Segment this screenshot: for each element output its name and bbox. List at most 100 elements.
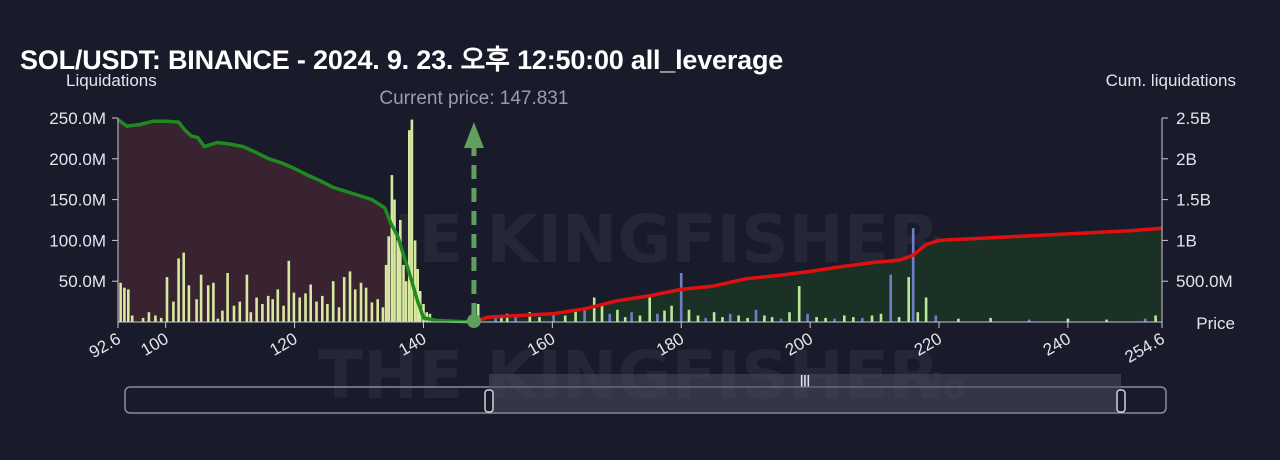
long-liquidation-bar bbox=[337, 307, 341, 322]
long-liquidation-bar bbox=[304, 293, 307, 322]
long-liquidation-bar bbox=[154, 315, 157, 322]
long-liquidation-bar bbox=[147, 312, 151, 322]
short-liquidation-bar bbox=[592, 297, 596, 322]
long-liquidation-bar bbox=[287, 260, 291, 322]
short-liquidation-bar bbox=[763, 315, 766, 322]
slider-left-handle[interactable] bbox=[484, 389, 494, 413]
long-liquidation-bar bbox=[390, 175, 394, 322]
short-liquidation-bar bbox=[663, 310, 666, 322]
long-liquidation-bar bbox=[331, 281, 335, 322]
short-cumulative-area bbox=[473, 228, 1162, 322]
short-liquidation-bar bbox=[514, 315, 517, 322]
y-left-tick-label: 250.0M bbox=[49, 109, 106, 128]
short-liquidation-bar bbox=[583, 307, 586, 322]
short-liquidation-bar bbox=[563, 315, 567, 322]
x-tick-label: 92.6 bbox=[86, 329, 124, 362]
long-liquidation-bar bbox=[226, 273, 229, 322]
short-liquidation-bar bbox=[721, 317, 724, 322]
short-liquidation-bar bbox=[754, 309, 758, 322]
long-liquidation-bar bbox=[216, 318, 220, 322]
short-liquidation-bar bbox=[889, 274, 892, 322]
short-liquidation-bar bbox=[630, 312, 633, 322]
short-liquidation-bar bbox=[528, 312, 532, 322]
short-liquidation-bar bbox=[638, 315, 642, 322]
x-tick-label: 100 bbox=[138, 329, 172, 360]
short-liquidation-bar bbox=[746, 317, 749, 322]
long-liquidation-bar bbox=[119, 282, 122, 322]
short-liquidation-bar bbox=[870, 315, 874, 322]
long-liquidation-bar bbox=[309, 284, 312, 322]
long-liquidation-bar bbox=[321, 295, 324, 322]
x-tick-label: 240 bbox=[1040, 329, 1074, 360]
y-left-tick-label: 150.0M bbox=[49, 191, 106, 210]
long-liquidation-bar bbox=[376, 299, 379, 322]
y-right-tick-label: 500.0M bbox=[1176, 272, 1233, 291]
long-liquidation-bar bbox=[404, 281, 408, 322]
current-price-marker[interactable]: Current price: 147.831 bbox=[379, 88, 568, 328]
long-liquidation-bar bbox=[342, 277, 346, 322]
short-liquidation-bar bbox=[728, 313, 732, 322]
long-liquidation-bar bbox=[232, 305, 236, 322]
long-liquidation-bar bbox=[399, 220, 402, 322]
chart-title: SOL/USDT: BINANCE - 2024. 9. 23. 오후 12:5… bbox=[20, 45, 784, 75]
short-liquidation-bar bbox=[712, 312, 716, 322]
long-liquidation-bar bbox=[410, 119, 414, 322]
short-liquidation-bar bbox=[911, 228, 915, 322]
long-liquidation-bar bbox=[387, 236, 390, 322]
slider-grip-icon[interactable]: ||| bbox=[800, 373, 810, 387]
long-cumulative-line bbox=[116, 118, 474, 324]
short-liquidation-bar bbox=[916, 312, 920, 322]
range-slider[interactable]: ||| bbox=[124, 373, 1167, 414]
long-liquidation-bar bbox=[282, 305, 285, 322]
long-liquidation-bar bbox=[298, 297, 301, 322]
long-liquidation-bar bbox=[249, 312, 253, 322]
slider-right-handle[interactable] bbox=[1116, 389, 1126, 413]
short-liquidation-bar bbox=[704, 317, 707, 322]
long-liquidation-bar bbox=[187, 285, 191, 322]
long-liquidation-bar bbox=[165, 277, 169, 322]
long-liquidation-bar bbox=[393, 199, 396, 322]
long-liquidation-bar bbox=[177, 258, 180, 322]
long-liquidation-bar bbox=[123, 287, 126, 322]
long-liquidation-bar bbox=[182, 252, 185, 322]
short-liquidation-bar bbox=[770, 317, 774, 322]
short-liquidation-bar bbox=[861, 317, 864, 322]
current-price-dot bbox=[466, 314, 481, 328]
long-liquidation-bar bbox=[364, 287, 368, 322]
long-liquidation-bar bbox=[221, 310, 224, 322]
short-liquidation-bar bbox=[907, 277, 910, 322]
short-liquidation-bar bbox=[670, 305, 673, 322]
short-liquidation-bar bbox=[788, 312, 791, 322]
y-axis-left-label: Liquidations bbox=[66, 71, 157, 90]
short-liquidation-bar bbox=[679, 273, 683, 322]
long-liquidation-bar bbox=[195, 299, 198, 322]
short-liquidation-bar bbox=[843, 315, 846, 322]
long-liquidation-bar bbox=[266, 295, 270, 322]
short-liquidation-bar bbox=[815, 317, 818, 322]
short-liquidation-bar bbox=[806, 313, 809, 322]
y-left-tick-label: 50.0M bbox=[59, 272, 106, 291]
short-liquidation-bar bbox=[989, 317, 992, 322]
long-liquidation-bar bbox=[172, 301, 175, 322]
x-axis-label: Price bbox=[1196, 314, 1235, 333]
short-liquidation-bar bbox=[574, 310, 577, 322]
long-liquidation-bar bbox=[292, 292, 296, 322]
y-right-tick-label: 1.5B bbox=[1176, 191, 1211, 210]
slider-selected-range[interactable] bbox=[489, 374, 1121, 412]
long-liquidation-bar bbox=[238, 301, 242, 322]
y-right-tick-label: 2.5B bbox=[1176, 109, 1211, 128]
short-liquidation-bar bbox=[779, 318, 783, 322]
long-liquidation-bar bbox=[413, 240, 417, 322]
short-liquidation-bar bbox=[500, 317, 503, 322]
y-right-tick-label: 1B bbox=[1176, 231, 1197, 250]
short-liquidation-bar bbox=[696, 315, 700, 322]
short-liquidation-bar bbox=[852, 317, 855, 322]
short-liquidation-bar bbox=[924, 297, 928, 322]
long-liquidation-bar bbox=[359, 282, 363, 322]
short-liquidation-bar bbox=[1154, 315, 1157, 322]
short-liquidation-bar bbox=[957, 318, 960, 322]
short-liquidation-bar bbox=[1027, 319, 1031, 322]
short-liquidation-bar bbox=[687, 309, 691, 322]
x-tick-label: 254.6 bbox=[1122, 329, 1168, 367]
